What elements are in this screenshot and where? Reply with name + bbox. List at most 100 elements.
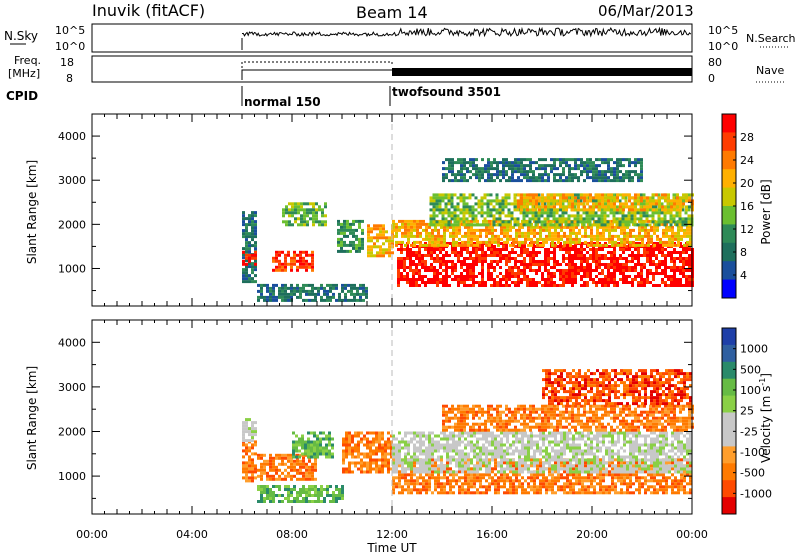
heatmap-cell — [385, 236, 388, 240]
heatmap-cell — [616, 284, 619, 287]
heatmap-cell — [647, 240, 650, 244]
heatmap-cell — [305, 250, 308, 254]
heatmap-cell — [520, 167, 523, 171]
heatmap-cell — [560, 464, 563, 468]
heatmap-cell — [601, 158, 604, 162]
heatmap-cell — [335, 286, 338, 290]
heatmap-cell — [433, 248, 436, 251]
heatmap-cell — [446, 479, 449, 483]
heatmap-cell — [524, 237, 527, 241]
heatmap-cell — [473, 473, 476, 477]
heatmap-cell — [260, 289, 263, 293]
heatmap-cell — [631, 284, 634, 287]
heatmap-cell — [248, 433, 251, 437]
heatmap-cell — [427, 248, 430, 251]
heatmap-cell — [242, 433, 245, 437]
heatmap-cell — [367, 245, 370, 249]
heatmap-cell — [616, 266, 619, 269]
heatmap-cell — [554, 470, 557, 474]
heatmap-cell — [272, 500, 275, 503]
heatmap-cell — [398, 464, 401, 468]
heatmap-cell — [592, 164, 595, 168]
heatmap-cell — [527, 231, 530, 235]
heatmap-cell — [451, 263, 454, 266]
heatmap-cell — [532, 263, 535, 266]
heatmap-cell — [421, 266, 424, 269]
heatmap-cell — [303, 220, 306, 224]
heatmap-cell — [524, 240, 527, 244]
heatmap-cell — [514, 167, 517, 171]
heatmap-cell — [344, 286, 347, 290]
heatmap-cell — [355, 249, 358, 253]
heatmap-cell — [484, 167, 487, 171]
heatmap-cell — [482, 240, 485, 244]
heatmap-cell — [415, 251, 418, 254]
nsearch-label: N.Search — [746, 32, 796, 45]
heatmap-cell — [504, 199, 508, 203]
heatmap-cell — [536, 240, 539, 244]
heatmap-cell — [499, 266, 502, 269]
heatmap-cell — [431, 491, 434, 495]
heatmap-cell — [263, 485, 266, 488]
heatmap-cell — [245, 476, 248, 480]
heatmap-cell — [451, 248, 454, 251]
heatmap-cell — [428, 231, 431, 235]
heatmap-cell — [251, 439, 254, 443]
heatmap-cell — [481, 158, 484, 162]
heatmap-cell — [544, 269, 547, 272]
heatmap-cell — [622, 257, 625, 260]
heatmap-cell — [490, 164, 493, 168]
heatmap-cell — [251, 262, 254, 266]
heatmap-cell — [438, 220, 442, 224]
heatmap-cell — [678, 217, 682, 221]
heatmap-cell — [356, 289, 359, 293]
heatmap-cell — [649, 245, 652, 248]
heatmap-cell — [487, 278, 490, 281]
heatmap-cell — [526, 208, 529, 212]
heatmap-cell — [589, 269, 592, 272]
heatmap-cell — [341, 485, 344, 488]
heatmap-cell — [390, 455, 393, 459]
heatmap-cell — [298, 440, 301, 444]
heatmap-cell — [346, 249, 349, 253]
heatmap-cell — [272, 491, 275, 494]
heatmap-cell — [552, 223, 556, 227]
heatmap-cell — [637, 208, 640, 212]
heatmap-cell — [479, 234, 482, 238]
heatmap-cell — [533, 225, 536, 229]
heatmap-cell — [655, 263, 658, 266]
heatmap-cell — [539, 234, 542, 238]
heatmap-cell — [281, 292, 284, 296]
heatmap-cell — [688, 266, 691, 269]
heatmap-cell — [397, 272, 400, 275]
heatmap-cell — [616, 173, 619, 177]
heatmap-cell — [542, 243, 545, 247]
heatmap-cell — [422, 237, 425, 241]
heatmap-cell — [370, 227, 373, 231]
heatmap-cell — [551, 473, 554, 477]
heatmap-cell — [413, 464, 416, 468]
power-heatmap-cells — [242, 158, 694, 302]
heatmap-cell — [580, 202, 583, 206]
heatmap-cell — [553, 254, 556, 257]
heatmap-cell — [304, 452, 307, 456]
heatmap-cell — [630, 214, 634, 218]
heatmap-cell — [507, 223, 511, 227]
heatmap-cell — [597, 214, 601, 218]
heatmap-cell — [323, 500, 326, 503]
heatmap-cell — [472, 242, 475, 245]
heatmap-cell — [468, 223, 472, 227]
heatmap-cell — [460, 179, 463, 183]
heatmap-cell — [611, 222, 614, 226]
heatmap-cell — [625, 269, 628, 272]
heatmap-cell — [670, 205, 673, 209]
heatmap-cell — [435, 196, 439, 200]
heatmap-cell — [272, 295, 275, 299]
heatmap-cell — [573, 214, 577, 218]
heatmap-cell — [245, 226, 248, 230]
heatmap-cell — [346, 243, 349, 247]
heatmap-cell — [439, 257, 442, 260]
heatmap-cell — [670, 278, 673, 281]
heatmap-cell — [676, 196, 679, 200]
heatmap-cell — [415, 269, 418, 272]
